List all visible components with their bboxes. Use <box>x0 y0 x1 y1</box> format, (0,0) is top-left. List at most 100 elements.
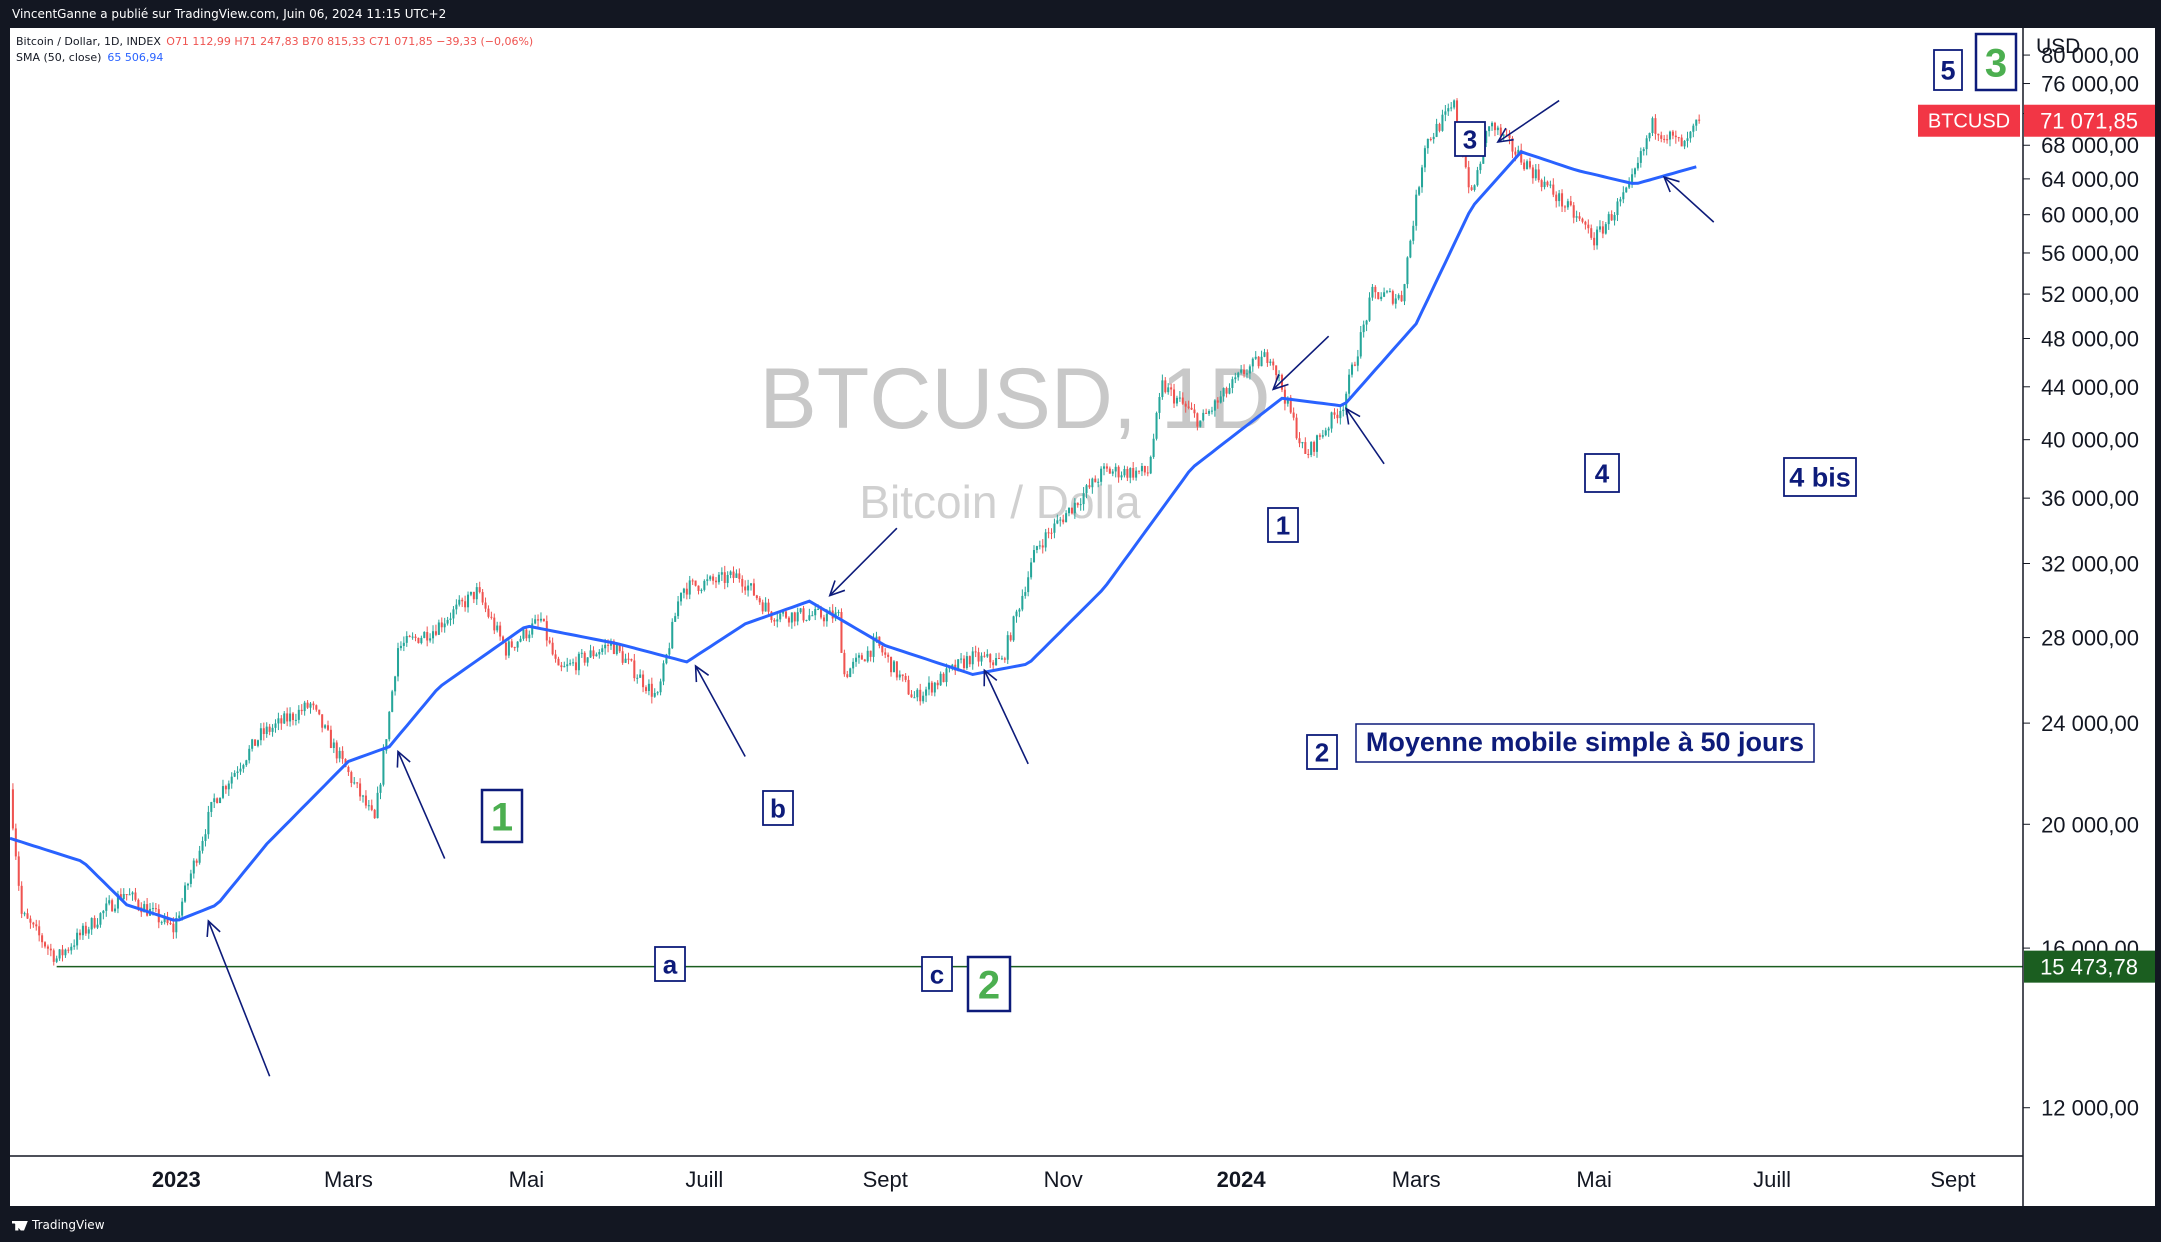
candle-body <box>262 728 265 735</box>
candle-body <box>1374 286 1377 293</box>
legend-sma-label: SMA (50, close) <box>16 51 101 64</box>
candle-body <box>1076 502 1079 506</box>
chart-pane[interactable]: BTCUSD, 1D Bitcoin / Dolla 1 b a c 2 1 2 3 4 4 bi… <box>9 28 2155 1206</box>
candle-body <box>1677 137 1680 139</box>
candle-body <box>1044 532 1047 548</box>
candle-body <box>283 713 286 724</box>
candle-body <box>1105 466 1108 469</box>
time-tick-label: Mai <box>1576 1167 1611 1192</box>
candle-body <box>76 932 79 946</box>
candle-body <box>1088 485 1091 488</box>
sma-note-box <box>1355 723 1815 763</box>
candle-body <box>236 771 239 773</box>
candle-body <box>43 942 47 947</box>
candle-body <box>1569 201 1572 206</box>
candle-body <box>799 608 802 613</box>
candle-body <box>102 910 105 914</box>
candle-body <box>1488 126 1491 132</box>
price-axis[interactable] <box>2024 28 2155 1156</box>
candle-body <box>688 580 691 595</box>
publisher-line: VincentGanne a publié sur TradingView.co… <box>12 7 447 21</box>
sma-50-series <box>9 150 1697 922</box>
candle-body <box>738 573 741 579</box>
candle-body <box>1006 635 1009 660</box>
candle-body <box>1636 162 1639 169</box>
candle-body <box>1695 119 1698 126</box>
wave-label-minor: a <box>654 946 686 982</box>
candle-body <box>17 856 20 886</box>
candle-body <box>1523 162 1526 170</box>
candle-body <box>569 663 572 665</box>
candle-body <box>1103 466 1106 469</box>
candle-body <box>116 894 119 909</box>
candle-body <box>1645 138 1648 150</box>
arrow-head <box>1271 374 1289 391</box>
wave-label-text: 2 <box>1315 737 1329 767</box>
candle-body <box>1269 361 1272 363</box>
annotation-arrow <box>1662 175 1715 223</box>
candle-body <box>1275 365 1278 376</box>
candle-body <box>1330 412 1333 429</box>
candle-body <box>1456 100 1459 125</box>
candle-body <box>960 658 963 660</box>
candle-body <box>647 683 650 692</box>
candle-body <box>843 652 846 675</box>
wave-label-text: 1 <box>1276 510 1290 540</box>
tradingview-logo-icon <box>12 1220 28 1231</box>
candle-body <box>764 602 767 612</box>
candle-body <box>1549 184 1552 186</box>
candle-body <box>469 591 472 595</box>
candle-body <box>1412 225 1415 241</box>
wave-label-minor: b <box>762 790 794 826</box>
candle-body <box>128 894 131 896</box>
candle-body <box>321 714 324 728</box>
candle-body <box>572 662 575 664</box>
candle-body <box>137 899 140 908</box>
candle-body <box>895 661 898 678</box>
candle-body <box>399 645 402 649</box>
candle-body <box>802 608 805 621</box>
candle-body <box>1067 507 1071 514</box>
candle-body <box>1607 214 1610 225</box>
watermark-name: Bitcoin / Dolla <box>859 476 1141 528</box>
wave-label-box <box>654 946 686 982</box>
candle-body <box>1356 356 1359 366</box>
candle-body <box>1257 356 1260 367</box>
candle-body <box>866 650 869 662</box>
candle-body <box>779 613 782 620</box>
candle-body <box>997 658 1001 660</box>
candle-body <box>353 782 356 784</box>
candle-body <box>204 834 207 841</box>
candle-body <box>385 739 388 751</box>
candle-body <box>857 655 860 658</box>
candle-body <box>61 949 64 956</box>
candle-body <box>548 640 551 643</box>
candle-body <box>1231 379 1234 388</box>
candle-body <box>41 935 44 943</box>
candle-body <box>1514 151 1517 155</box>
candle-body <box>1003 658 1006 660</box>
candle-body <box>1371 286 1374 298</box>
time-tick-label: Sept <box>1930 1167 1975 1192</box>
candle-body <box>1555 194 1558 202</box>
candle-body <box>1009 635 1012 641</box>
candle-body <box>256 740 259 746</box>
candle-body <box>755 595 758 599</box>
candle-body <box>493 617 496 631</box>
candle-body <box>974 651 977 653</box>
wave-label-major: 2 <box>966 955 1012 1013</box>
candle-body <box>464 601 467 608</box>
candle-body <box>1362 324 1365 333</box>
wave-label-minor: 1 <box>1267 507 1299 543</box>
arrow-shaft <box>829 527 898 597</box>
candle-body <box>1222 388 1225 397</box>
candle-body <box>872 639 875 657</box>
candle-body <box>659 681 662 693</box>
time-tick-label: 2024 <box>1217 1167 1267 1192</box>
candle-body <box>1053 523 1056 533</box>
wave-label-text: b <box>770 793 786 823</box>
candle-body <box>163 916 166 923</box>
candle-body <box>472 591 475 600</box>
price-chart[interactable]: BTCUSD, 1D Bitcoin / Dolla 1 b a c 2 1 2 3 4 4 bi… <box>9 28 2155 1206</box>
candle-body <box>46 946 49 949</box>
